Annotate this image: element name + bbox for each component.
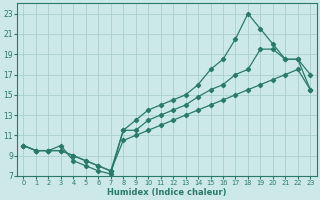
X-axis label: Humidex (Indice chaleur): Humidex (Indice chaleur) (107, 188, 227, 197)
